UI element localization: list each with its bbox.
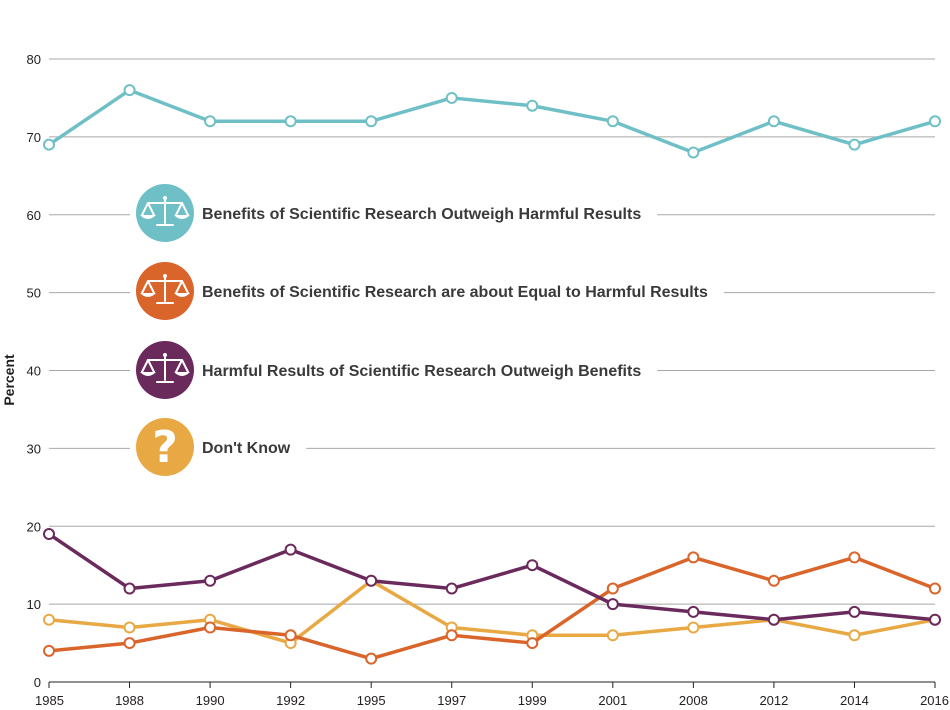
y-tick-label: 60: [27, 208, 41, 223]
gridlines: [49, 58, 935, 683]
data-point: [687, 551, 700, 564]
y-tick-label: 20: [27, 519, 41, 534]
scales-icon: [136, 341, 194, 399]
x-tick-label: 1985: [35, 693, 64, 708]
data-point: [526, 559, 539, 572]
y-tick-label: 0: [34, 675, 41, 690]
data-point: [43, 528, 55, 541]
data-point: [929, 582, 941, 595]
svg-text:?: ?: [152, 422, 178, 473]
series: [43, 84, 941, 665]
data-point: [848, 629, 861, 642]
data-point: [606, 598, 619, 611]
series-0: [43, 84, 941, 159]
data-point: [43, 644, 55, 657]
y-tick-label: 30: [27, 441, 41, 456]
scales-icon: [136, 184, 194, 242]
data-point: [204, 115, 217, 128]
data-point: [123, 637, 136, 650]
data-point: [43, 138, 55, 151]
x-tick-label: 2016: [920, 693, 949, 708]
data-point: [445, 91, 458, 104]
data-point: [284, 543, 297, 556]
x-tick-label: 1997: [437, 693, 466, 708]
series-line: [48, 555, 936, 661]
series-line: [48, 88, 936, 155]
data-point: [848, 605, 861, 618]
scales-icon: [136, 262, 194, 320]
x-tick-label: 1988: [115, 693, 144, 708]
data-point: [929, 613, 941, 626]
series-line: [48, 532, 936, 622]
legend-label: Harmful Results of Scientific Research O…: [202, 363, 641, 380]
x-tick-label: 2012: [759, 693, 788, 708]
question-mark-icon: ?: [136, 418, 194, 476]
series-1: [43, 551, 941, 665]
y-tick-label: 10: [27, 597, 41, 612]
x-axis-ticks: 1985 1988 1990 1992 1995 1997 1999 2001 2008 2012…: [35, 682, 949, 708]
y-tick-label: 80: [27, 52, 41, 67]
x-tick-label: 2008: [679, 693, 708, 708]
data-point: [123, 621, 136, 634]
y-tick-label: 70: [27, 130, 41, 145]
x-tick-label: 1990: [196, 693, 225, 708]
y-tick-label: 50: [27, 286, 41, 301]
x-tick-label: 1999: [518, 693, 547, 708]
data-point: [284, 115, 297, 128]
data-point: [365, 652, 378, 665]
series-line: [48, 579, 936, 645]
data-point: [365, 115, 378, 128]
data-point: [43, 613, 55, 626]
data-point: [284, 629, 297, 642]
data-point: [687, 621, 700, 634]
legend-label: Don't Know: [202, 440, 291, 457]
data-point: [445, 582, 458, 595]
data-point: [445, 629, 458, 642]
data-point: [606, 629, 619, 642]
data-point: [526, 99, 539, 112]
x-tick-label: 2014: [840, 693, 869, 708]
data-point: [767, 115, 780, 128]
data-point: [123, 582, 136, 595]
data-point: [848, 551, 861, 564]
x-tick-label: 2001: [598, 693, 627, 708]
series-3: [43, 574, 941, 650]
data-point: [606, 115, 619, 128]
x-tick-label: 1995: [357, 693, 386, 708]
data-point: [123, 84, 136, 97]
legend-label: Benefits of Scientific Research are abou…: [202, 284, 708, 301]
data-point: [929, 115, 941, 128]
data-point: [204, 574, 217, 587]
y-axis-title: Percent: [1, 354, 17, 406]
x-tick-label: 1992: [276, 693, 305, 708]
data-point: [687, 146, 700, 159]
series-2: [43, 528, 941, 626]
legend-label: Benefits of Scientific Research Outweigh…: [202, 206, 641, 223]
legend: Benefits of Scientific Research Outweigh…: [136, 184, 708, 476]
data-point: [687, 605, 700, 618]
data-point: [526, 637, 539, 650]
data-point: [204, 621, 217, 634]
data-point: [365, 574, 378, 587]
data-point: [767, 613, 780, 626]
data-point: [848, 138, 861, 151]
data-point: [767, 574, 780, 587]
data-point: [606, 582, 619, 595]
y-tick-label: 40: [27, 364, 41, 379]
y-axis-ticks: 0 10 20 30 40 50 60 70 80: [27, 52, 41, 690]
